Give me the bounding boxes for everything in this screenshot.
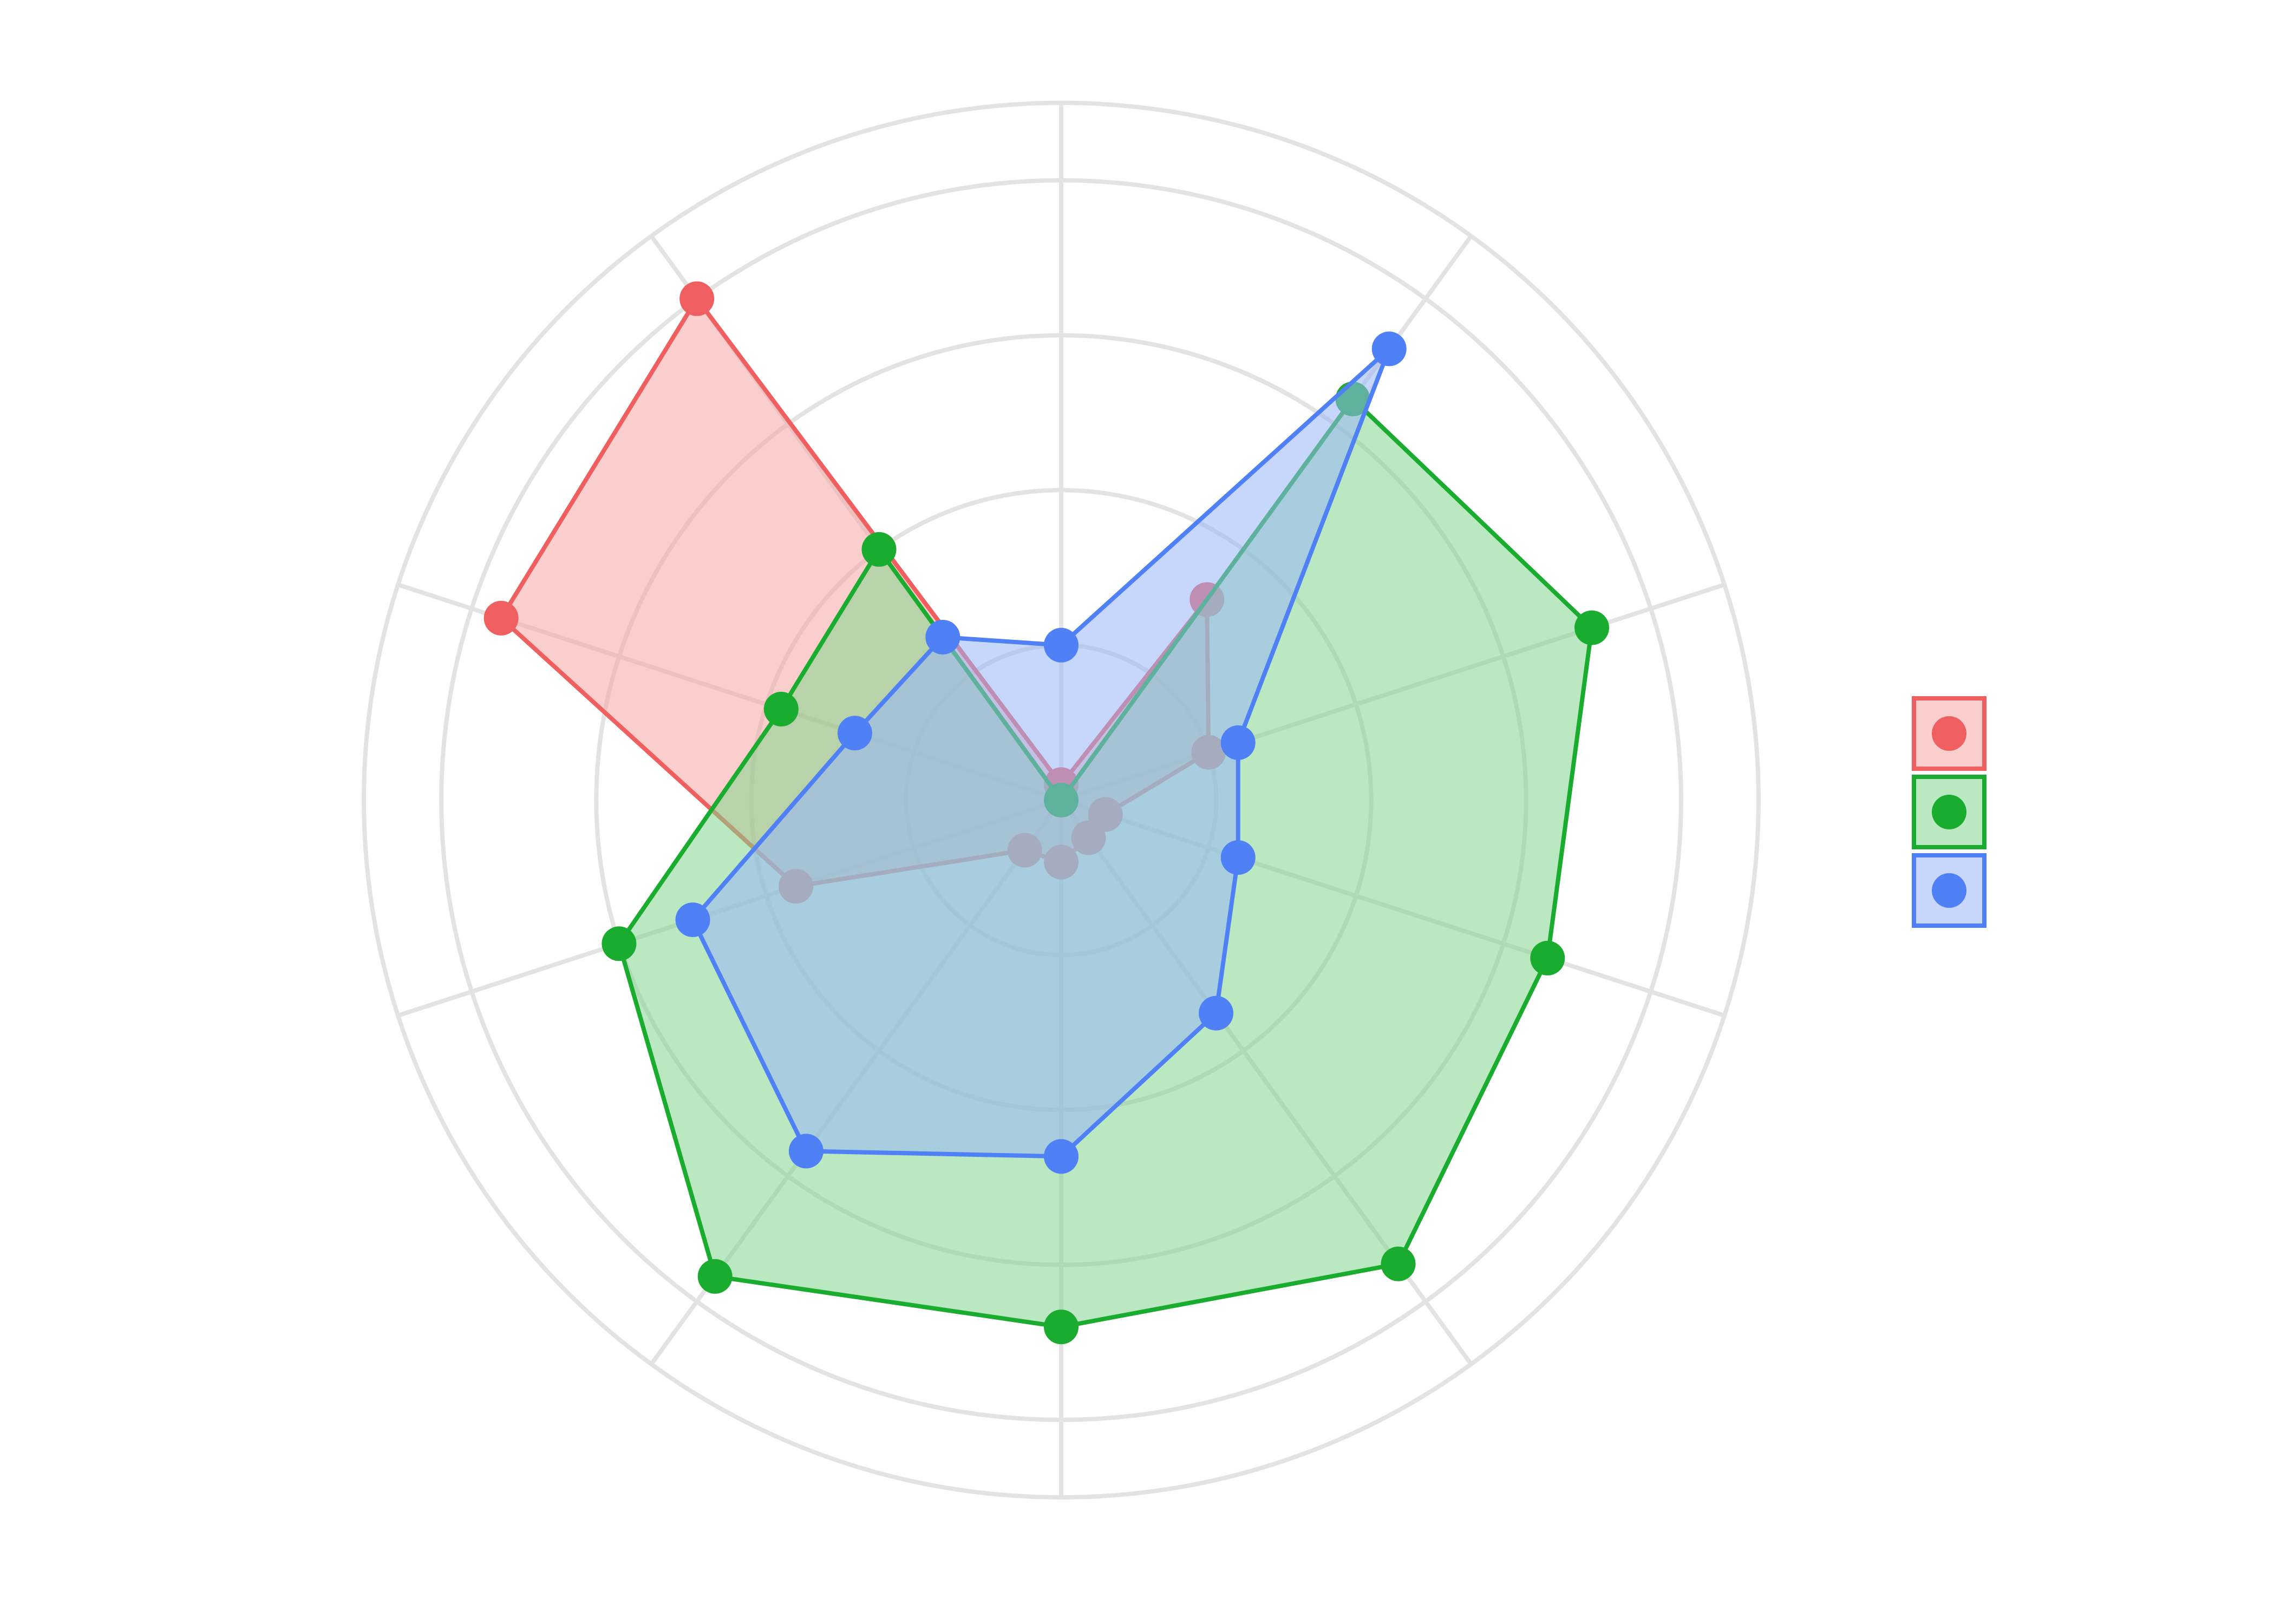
series-1-point-9 (861, 532, 897, 567)
legend-item-2[interactable] (1912, 853, 1987, 928)
series-1-point-3 (1530, 940, 1565, 975)
series-1-point-2 (1574, 610, 1609, 645)
series-2-point-7 (675, 902, 710, 938)
series-1-point-8 (763, 691, 799, 726)
legend-marker-2 (1932, 873, 1966, 908)
series-2-point-6 (788, 1134, 824, 1169)
series-2-point-3 (1220, 840, 1256, 875)
series-2-point-0 (1044, 627, 1079, 663)
series-1-point-6 (697, 1259, 733, 1294)
series-2 (675, 331, 1407, 1174)
legend (1912, 696, 1987, 928)
series-1-point-4 (1381, 1246, 1416, 1281)
series-0-point-9 (679, 281, 715, 316)
legend-item-1[interactable] (1912, 775, 1987, 849)
legend-item-0[interactable] (1912, 696, 1987, 771)
series-0-point-8 (483, 600, 519, 636)
series-2-point-4 (1199, 996, 1233, 1031)
legend-marker-0 (1932, 716, 1966, 751)
series-2-point-9 (925, 620, 960, 654)
series-2-point-8 (837, 716, 872, 751)
radar-series (483, 281, 1609, 1345)
legend-marker-1 (1932, 795, 1966, 829)
series-2-point-2 (1220, 725, 1256, 760)
series-1-point-5 (1044, 1309, 1079, 1345)
series-2-point-1 (1371, 331, 1407, 366)
series-2-point-5 (1044, 1139, 1079, 1174)
series-1-point-7 (602, 926, 637, 961)
